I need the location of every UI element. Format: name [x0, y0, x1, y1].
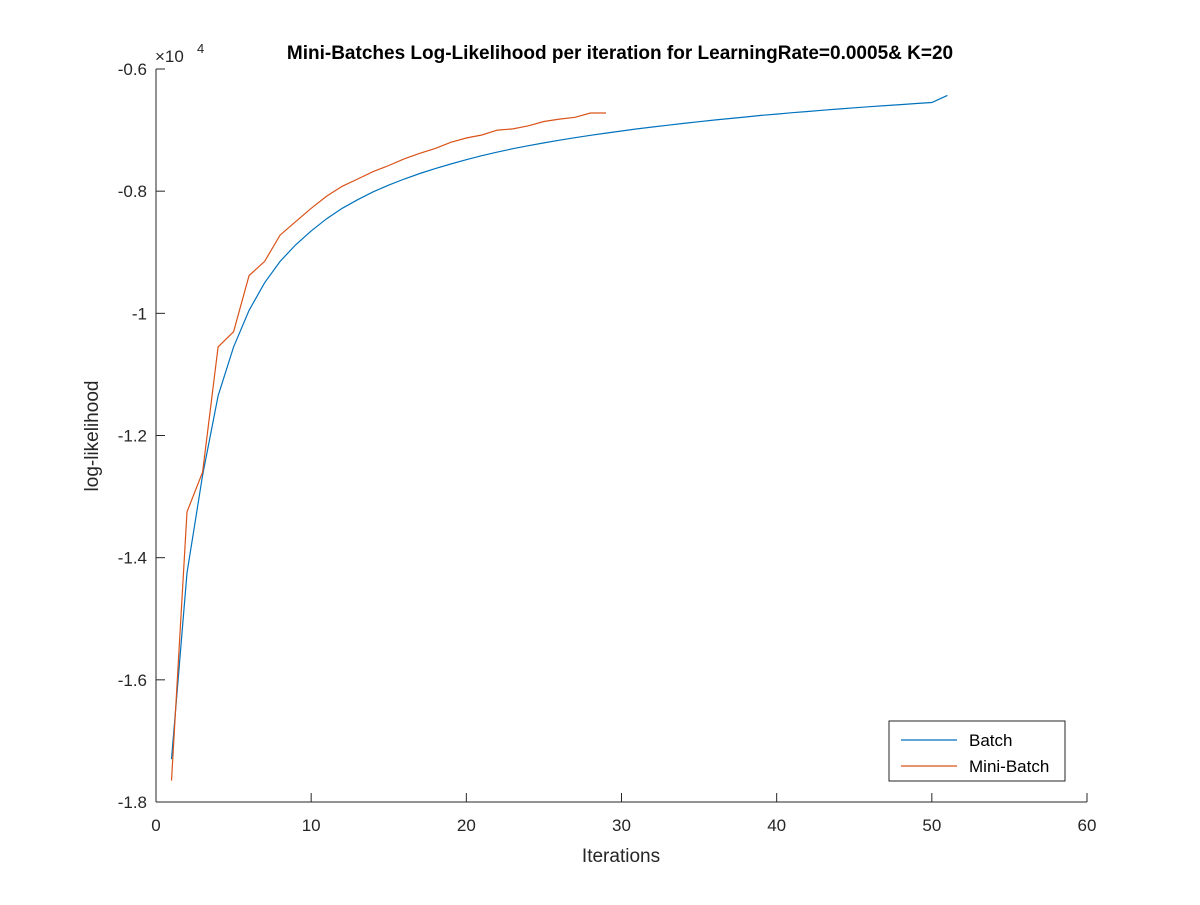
x-tick-label: 20 — [457, 816, 476, 835]
legend-label-batch: Batch — [969, 731, 1012, 750]
y-tick-label: -1.2 — [118, 427, 147, 446]
plot-background — [156, 69, 1087, 802]
plot-area — [156, 69, 1087, 802]
series-line-batch — [170, 94, 948, 760]
y-axis-title: log-likelihood — [82, 381, 103, 492]
legend-box — [888, 720, 1066, 782]
x-tick-label: 50 — [922, 816, 941, 835]
y-tick-label: -1.4 — [118, 549, 147, 568]
ticks: 0 10 20 30 40 50 60 -1.8 -1.6 -1.4 -1.2 -1 -0.8 -0.6 — [118, 60, 1097, 835]
y-tick-label: -1.6 — [118, 671, 147, 690]
series-line-mini-batch — [170, 112, 606, 781]
y-tick-label: -0.8 — [118, 182, 147, 201]
x-tick-label: 10 — [302, 816, 321, 835]
x-axis-title: Iterations — [582, 846, 660, 867]
x-tick-label: 60 — [1078, 816, 1097, 835]
y-tick-label: -0.6 — [118, 60, 147, 79]
series — [170, 94, 948, 781]
legend: Batch Mini-Batch — [888, 720, 1066, 782]
x-tick-label: 30 — [612, 816, 631, 835]
y-exponent-power: 4 — [197, 41, 204, 56]
legend-label-mini-batch: Mini-Batch — [969, 757, 1049, 776]
y-axis-exponent: ×10 4 — [155, 41, 204, 66]
chart-title: Mini-Batches Log-Likelihood per iteratio… — [287, 43, 953, 64]
x-tick-label: 40 — [767, 816, 786, 835]
y-tick-label: -1.8 — [118, 793, 147, 812]
y-tick-label: -1 — [132, 304, 147, 323]
y-exponent-base: ×10 — [155, 47, 184, 66]
x-tick-label: 0 — [151, 816, 160, 835]
